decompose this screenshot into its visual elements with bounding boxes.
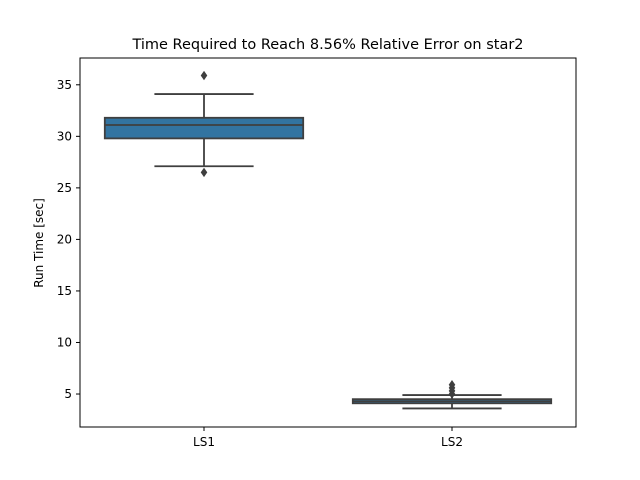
box-group-ls2	[351, 380, 553, 410]
y-tick-label: 15	[57, 284, 72, 298]
y-tick-label: 30	[57, 129, 72, 143]
box-group-ls1	[103, 70, 305, 178]
y-axis-label: Run Time [sec]	[32, 198, 46, 288]
box-iqr	[103, 116, 305, 140]
chart-title: Time Required to Reach 8.56% Relative Er…	[131, 37, 523, 53]
outlier-point	[200, 70, 208, 81]
y-tick-label: 5	[64, 387, 72, 401]
outlier-point	[448, 380, 456, 390]
y-axis: 5 10 15 20 25 30 35	[57, 78, 80, 401]
y-tick-label: 20	[57, 232, 72, 246]
axes-frame	[79, 57, 577, 428]
plot-area	[103, 70, 553, 410]
y-tick-label: 25	[57, 181, 72, 195]
y-tick-label: 35	[57, 78, 72, 92]
x-tick-label: LS2	[441, 435, 463, 449]
x-tick-label: LS1	[193, 435, 215, 449]
x-axis: LS1 LS2	[193, 427, 463, 449]
outlier-point	[200, 167, 208, 178]
y-tick-label: 10	[57, 335, 72, 349]
